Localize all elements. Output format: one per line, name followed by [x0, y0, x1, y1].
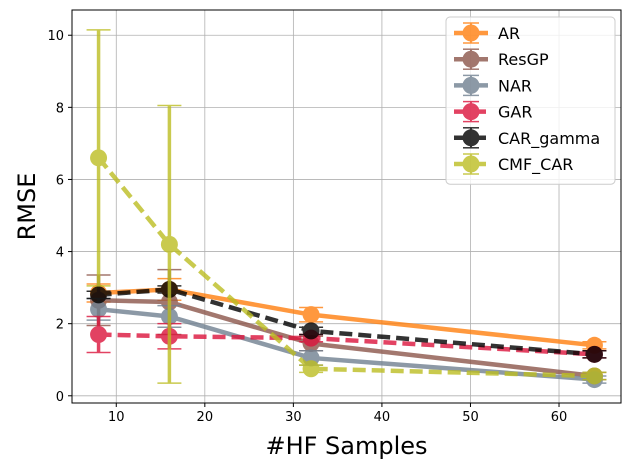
series-line — [98, 287, 595, 348]
legend-swatch-marker — [462, 155, 480, 173]
legend-item — [454, 22, 488, 44]
data-point — [585, 345, 603, 363]
series-line — [98, 297, 595, 379]
legend-label: CMF_CAR — [498, 155, 573, 175]
legend: AR ResGP NAR GAR CAR_gamma CMF_CAR — [445, 16, 616, 185]
axis-ticks: 10 20 30 40 50 60 0 2 4 6 8 10 — [47, 29, 567, 425]
legend-swatch-marker — [462, 50, 480, 68]
legend-label: GAR — [498, 103, 532, 122]
legend-swatch-marker — [462, 24, 480, 42]
y-axis-title: RMSE — [13, 173, 41, 241]
legend-label: AR — [498, 24, 520, 43]
legend-label: ResGP — [498, 50, 549, 69]
data-point — [90, 286, 108, 304]
data-point — [585, 367, 603, 385]
data-point — [90, 149, 108, 167]
data-point — [302, 306, 320, 324]
data-point — [302, 360, 320, 378]
series-line — [96, 156, 595, 379]
legend-label: NAR — [498, 76, 532, 95]
x-tick-label: 60 — [551, 410, 568, 425]
series-line — [98, 332, 595, 357]
x-tick-label: 50 — [462, 410, 479, 425]
series-cmf-car — [86, 29, 607, 385]
legend-item — [454, 100, 488, 123]
series-layer — [86, 29, 607, 389]
data-point — [90, 325, 108, 343]
x-tick-label: 10 — [108, 410, 125, 425]
y-tick-label: 0 — [56, 390, 64, 405]
data-point — [90, 300, 108, 318]
legend-swatch-marker — [462, 103, 480, 121]
data-point — [160, 235, 178, 253]
legend-item — [454, 153, 488, 175]
y-tick-label: 4 — [56, 246, 64, 261]
series-line — [98, 287, 595, 357]
legend-label: CAR_gamma — [498, 129, 600, 149]
legend-item — [454, 48, 488, 70]
x-tick-label: 30 — [285, 410, 302, 425]
y-tick-label: 2 — [56, 318, 64, 333]
legend-item — [454, 74, 488, 97]
legend-swatch-marker — [462, 129, 480, 147]
x-axis-title: #HF Samples — [265, 432, 427, 460]
x-tick-label: 20 — [197, 410, 214, 425]
x-tick-label: 40 — [374, 410, 391, 425]
legend-swatch-marker — [462, 76, 480, 94]
plot-area-frame — [71, 9, 622, 404]
y-tick-label: 10 — [47, 29, 64, 44]
legend-item — [454, 127, 488, 149]
y-tick-label: 6 — [56, 173, 64, 188]
y-tick-label: 8 — [56, 101, 64, 116]
data-point — [302, 322, 320, 340]
legend-box — [445, 16, 616, 185]
